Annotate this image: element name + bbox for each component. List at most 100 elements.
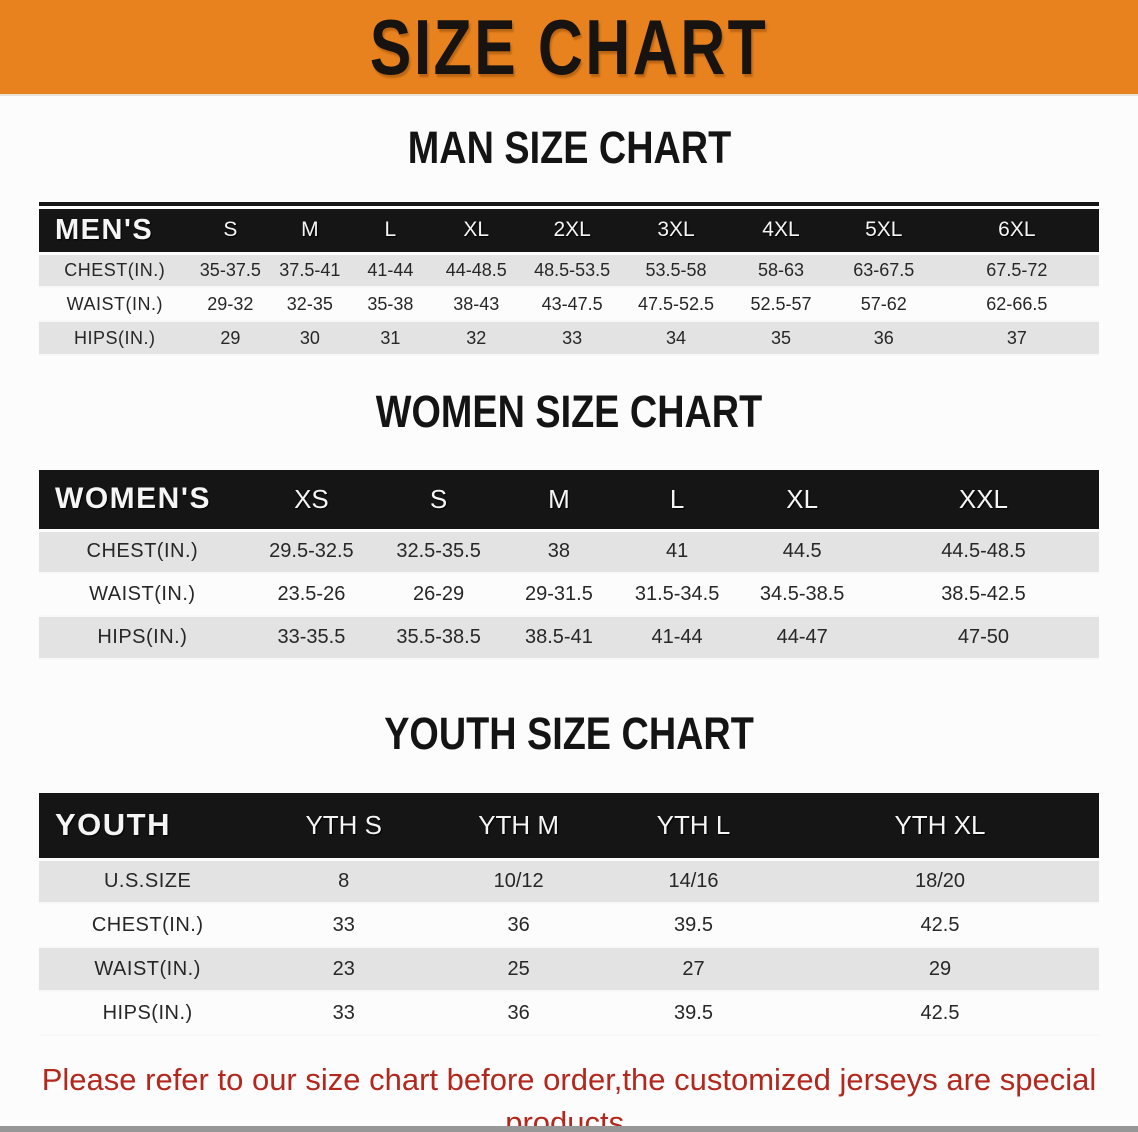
size-cell: 34.5-38.5	[736, 573, 868, 617]
size-cell: 32.5-35.5	[377, 530, 501, 574]
size-cell: 29-32	[190, 287, 271, 322]
size-cell: 26-29	[377, 573, 501, 617]
size-cell: 29	[190, 321, 271, 356]
size-cell: 10/12	[431, 859, 607, 904]
size-cell: 42.5	[780, 991, 1099, 1036]
size-cell: 38	[500, 530, 618, 574]
size-cell: 57-62	[832, 287, 935, 322]
size-cell: 8	[256, 859, 432, 904]
size-cell: 41-44	[349, 253, 432, 288]
women-chart-title-text: WOMEN SIZE CHART	[375, 386, 763, 437]
women-col-header: M	[500, 470, 618, 532]
men-col-header: 5XL	[832, 209, 935, 255]
size-cell: 14/16	[606, 859, 781, 904]
size-cell: 67.5-72	[934, 253, 1099, 288]
size-cell: 33	[521, 321, 624, 356]
men-col-header: XL	[431, 209, 522, 255]
size-cell: 18/20	[780, 859, 1099, 904]
size-cell: 41	[617, 530, 737, 574]
youth-col-header: YTH M	[431, 793, 607, 861]
size-cell: 31	[349, 321, 432, 356]
size-cell: 37	[934, 321, 1099, 356]
row-label: HIPS(IN.)	[39, 321, 191, 356]
men-chest-row: CHEST(IN.) 35-37.5 37.5-41 41-44 44-48.5…	[39, 253, 1099, 288]
size-cell: 38.5-42.5	[867, 573, 1099, 617]
size-cell: 44.5	[736, 530, 868, 574]
size-cell: 30	[270, 321, 350, 356]
size-cell: 35.5-38.5	[377, 616, 501, 660]
size-cell: 44-48.5	[431, 253, 522, 288]
women-size-table: WOMEN'S XS S M L XL XXL CHEST(IN.) 29.5-…	[39, 470, 1099, 660]
men-col-header: 6XL	[934, 209, 1099, 255]
size-cell: 38.5-41	[500, 616, 618, 660]
youth-waist-row: WAIST(IN.) 23 25 27 29	[39, 947, 1099, 992]
size-cell: 32-35	[270, 287, 350, 322]
women-header-row: WOMEN'S XS S M L XL XXL	[39, 470, 1099, 532]
men-col-header: M	[270, 209, 350, 255]
size-cell: 39.5	[606, 903, 781, 948]
row-label: HIPS(IN.)	[39, 616, 246, 660]
row-label: CHEST(IN.)	[39, 253, 191, 288]
youth-chart-title: YOUTH SIZE CHART	[0, 711, 1138, 765]
man-chart-title-text: MAN SIZE CHART	[407, 122, 731, 173]
size-cell: 23.5-26	[245, 573, 378, 617]
women-col-header: S	[377, 470, 501, 532]
women-col-header: XXL	[867, 470, 1099, 532]
youth-chart-title-text: YOUTH SIZE CHART	[384, 708, 754, 759]
order-notice-line1: Please refer to our size chart before or…	[41, 1062, 1097, 1132]
women-hips-row: HIPS(IN.) 33-35.5 35.5-38.5 38.5-41 41-4…	[39, 616, 1099, 660]
size-cell: 39.5	[606, 991, 781, 1036]
row-label: WAIST(IN.)	[39, 947, 257, 992]
youth-size-table-wrap: YOUTH YTH S YTH M YTH L YTH XL U.S.SIZE …	[39, 793, 1099, 1036]
men-col-header: 4XL	[729, 209, 833, 255]
size-cell: 48.5-53.5	[521, 253, 624, 288]
size-cell: 33	[256, 991, 432, 1036]
size-cell: 35	[729, 321, 833, 356]
youth-group-label: YOUTH	[39, 793, 257, 861]
women-col-header: L	[617, 470, 737, 532]
row-label: WAIST(IN.)	[39, 287, 191, 322]
size-cell: 36	[431, 903, 607, 948]
youth-col-header: YTH L	[606, 793, 781, 861]
size-cell: 44.5-48.5	[867, 530, 1099, 574]
size-cell: 52.5-57	[729, 287, 833, 322]
banner: SIZE CHART	[0, 0, 1138, 96]
size-cell: 63-67.5	[832, 253, 935, 288]
men-col-header: 3XL	[623, 209, 730, 255]
youth-hips-row: HIPS(IN.) 33 36 39.5 42.5	[39, 991, 1099, 1036]
size-cell: 58-63	[729, 253, 833, 288]
size-cell: 38-43	[431, 287, 522, 322]
order-notice: Please refer to our size chart before or…	[0, 1058, 1138, 1132]
youth-col-header: YTH XL	[780, 793, 1099, 861]
men-col-header: S	[190, 209, 271, 255]
size-cell: 31.5-34.5	[617, 573, 737, 617]
youth-size-table: YOUTH YTH S YTH M YTH L YTH XL U.S.SIZE …	[39, 793, 1099, 1036]
size-cell: 25	[431, 947, 607, 992]
youth-header-row: YOUTH YTH S YTH M YTH L YTH XL	[39, 793, 1099, 861]
row-label: CHEST(IN.)	[39, 530, 246, 574]
men-col-header: L	[349, 209, 432, 255]
men-size-table-wrap: MEN'S S M L XL 2XL 3XL 4XL 5XL 6XL CHEST…	[39, 202, 1099, 356]
size-cell: 62-66.5	[934, 287, 1099, 322]
men-header-row: MEN'S S M L XL 2XL 3XL 4XL 5XL 6XL	[39, 209, 1099, 255]
women-waist-row: WAIST(IN.) 23.5-26 26-29 29-31.5 31.5-34…	[39, 573, 1099, 617]
youth-col-header: YTH S	[256, 793, 432, 861]
men-col-header: 2XL	[521, 209, 624, 255]
size-cell: 29.5-32.5	[245, 530, 378, 574]
size-cell: 29	[780, 947, 1099, 992]
youth-ussize-row: U.S.SIZE 8 10/12 14/16 18/20	[39, 859, 1099, 904]
size-cell: 47-50	[867, 616, 1099, 660]
size-cell: 43-47.5	[521, 287, 624, 322]
size-cell: 44-47	[736, 616, 868, 660]
men-size-table: MEN'S S M L XL 2XL 3XL 4XL 5XL 6XL CHEST…	[39, 209, 1099, 356]
size-cell: 35-37.5	[190, 253, 271, 288]
women-chest-row: CHEST(IN.) 29.5-32.5 32.5-35.5 38 41 44.…	[39, 530, 1099, 574]
youth-chest-row: CHEST(IN.) 33 36 39.5 42.5	[39, 903, 1099, 948]
women-chart-title: WOMEN SIZE CHART	[0, 389, 1138, 443]
row-label: CHEST(IN.)	[39, 903, 257, 948]
size-cell: 34	[623, 321, 730, 356]
women-group-label: WOMEN'S	[39, 470, 246, 532]
men-group-label: MEN'S	[39, 209, 191, 255]
women-col-header: XL	[736, 470, 868, 532]
